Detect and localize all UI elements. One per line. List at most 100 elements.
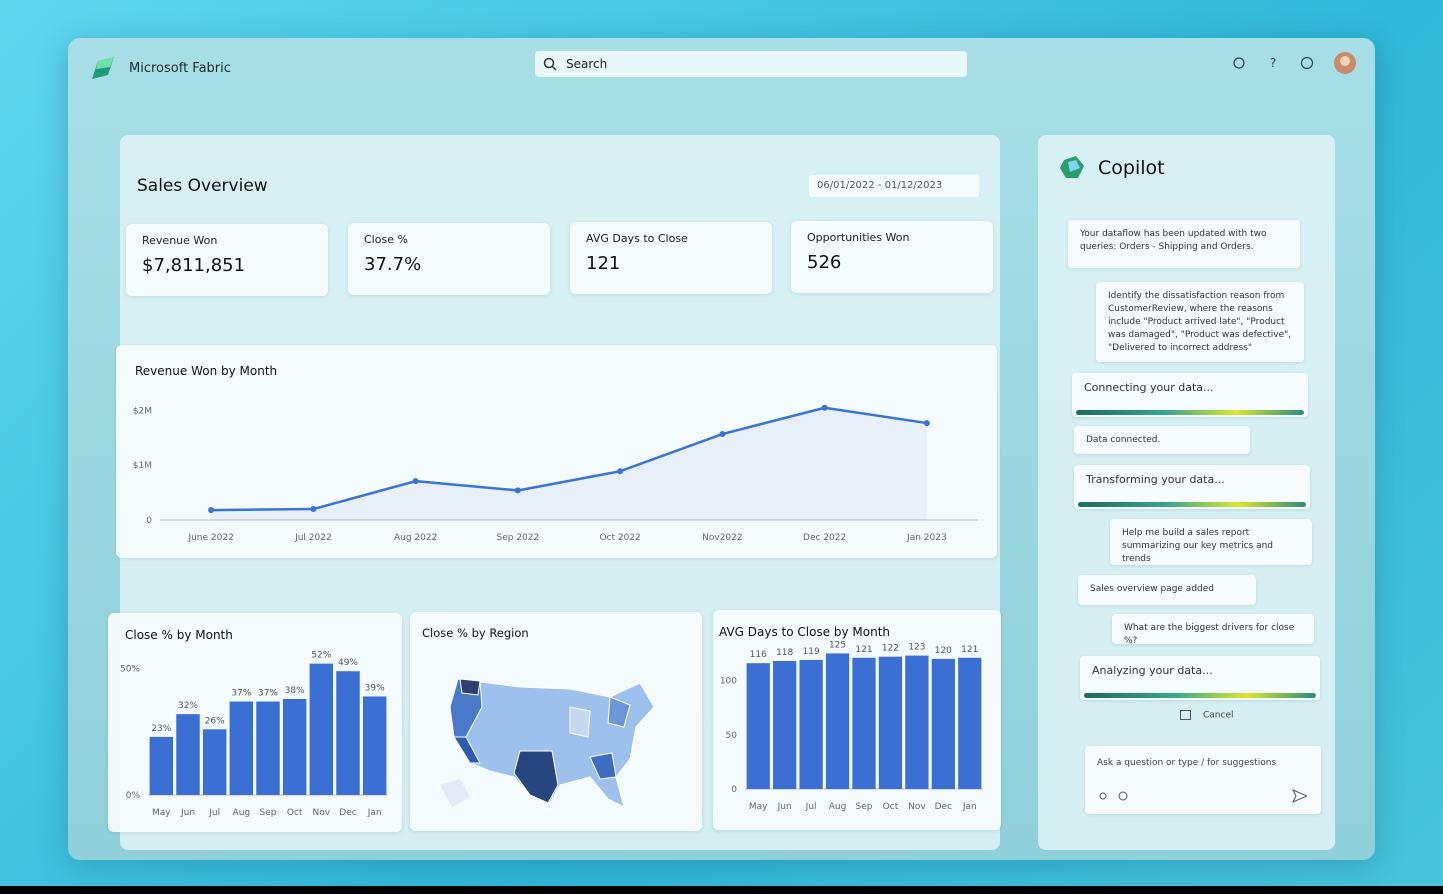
bar [202,729,227,795]
copilot-logo [1060,156,1084,178]
data-label: 23% [151,724,171,734]
data-label: 32% [178,701,198,711]
data-label: 121 [855,645,872,655]
y-tick-label: 100 [720,677,737,687]
bar [799,659,823,789]
svg-text:?: ? [1270,56,1276,70]
kpi-value: 37.7% [364,254,422,275]
x-tick-label: Jan [367,808,382,818]
map-title: Close % by Region [422,626,529,640]
bar-chart: Close % by Month 0% 50% May Jun Jul Aug Sep Oct N… [120,628,388,818]
bar [878,656,903,789]
line [211,406,928,512]
kpi-card: Revenue Won $7,811,851 [126,224,328,296]
y-tick-label: $1M [133,461,152,471]
search-text: Search [566,57,608,71]
data-label: 121 [961,645,978,655]
chat-message: Connecting your data... [1072,373,1308,417]
kpi-label: Revenue Won [142,234,218,247]
bar [825,653,850,789]
x-tick-label: Aug 2022 [394,533,437,543]
x-tick-label: Jul [208,808,220,818]
y-tick-label: $2M [133,406,152,416]
bar [176,714,200,795]
toolbar-icons: ? [1233,52,1356,74]
y-tick-label: 50 [726,731,738,741]
cancel-label: Cancel [1203,710,1234,721]
bar [362,696,387,795]
progress-bar [1078,502,1306,507]
x-tick-label: Jun [777,802,792,812]
x-tick-label: Sep [260,808,277,818]
y-tick-label: 0 [146,516,152,526]
line-point [821,404,828,411]
bar-chart-card: AVG Days to Close by Month 0 50 100 May Jun Ju… [713,610,1001,830]
fabric-logo [92,57,114,79]
cancel-button[interactable]: Cancel [1180,710,1234,721]
kpi-label: Opportunities Won [807,231,910,244]
data-label: 52% [311,651,331,661]
x-tick-label: Nov2022 [702,533,742,543]
bottom-strip [0,886,1443,894]
y-tick-label: 0% [126,791,141,801]
x-tick-label: Dec 2022 [803,533,846,543]
progress-bar [1076,410,1304,415]
data-label: 120 [935,646,952,656]
x-tick-label: Aug [829,802,847,812]
x-tick-label: Jul 2022 [294,533,332,543]
dashboard-title: Sales Overview [137,176,268,196]
bar-chart: AVG Days to Close by Month 0 50 100 May Jun Ju… [719,625,983,812]
line-chart-card: Revenue Won by Month 0 $1M $2M June 2022 Jul … [116,345,997,558]
x-tick-label: Dec [339,808,356,818]
bar [905,655,929,789]
chat-message: Help me build a sales report summarizing… [1110,519,1312,565]
x-tick-label: Oct [287,808,303,818]
line-point [617,468,624,475]
date-range-picker[interactable]: 06/01/2022 - 01/12/2023 [809,175,979,197]
bar [773,661,797,789]
data-label: 116 [750,650,767,660]
line-chart: Revenue Won by Month 0 $1M $2M June 2022 Jul … [133,364,978,543]
x-tick-label: Jul [805,802,817,812]
data-label: 118 [776,648,793,658]
data-label: 26% [205,716,225,726]
search-box[interactable]: Search [535,51,967,77]
line-point [923,420,930,427]
bar [229,701,254,795]
chat-message: Identify the dissatisfaction reason from… [1096,282,1304,362]
data-label: 49% [338,658,358,668]
data-label: 122 [882,644,899,654]
input-placeholder: Ask a question or type / for suggestions [1097,758,1277,768]
data-label: 119 [803,647,820,657]
chart-title: Revenue Won by Month [135,364,277,378]
chart-title: AVG Days to Close by Month [719,625,890,639]
bar [256,701,280,795]
x-tick-label: Oct 2022 [599,533,640,543]
data-label: 125 [829,640,846,650]
chart-title: Close % by Month [125,628,233,642]
x-tick-label: Nov [313,808,331,818]
line-point [208,507,215,514]
line-point [310,506,317,513]
x-tick-label: May [749,802,768,812]
y-tick-label: 50% [120,665,140,675]
line-point [719,431,726,438]
x-tick-label: Jan [962,802,977,812]
x-tick-label: Oct [883,802,899,812]
data-label: 37% [231,689,251,699]
kpi-label: AVG Days to Close [586,232,688,245]
line-point [412,478,419,485]
chat-input[interactable]: Ask a question or type / for suggestions [1085,746,1321,814]
x-tick-label: Sep [856,802,873,812]
x-tick-label: June 2022 [187,533,233,543]
chat-message: What are the biggest drivers for close %… [1112,614,1314,646]
line-point [514,487,521,494]
input-icons [1099,789,1307,803]
bar [931,658,955,789]
data-label: 123 [908,643,925,653]
data-label: 37% [258,689,278,699]
bar-chart-card: Close % by Month 0% 50% May Jun Jul Aug Sep Oct N… [108,613,402,832]
kpi-value: 526 [807,252,842,273]
kpi-value: 121 [586,253,621,274]
